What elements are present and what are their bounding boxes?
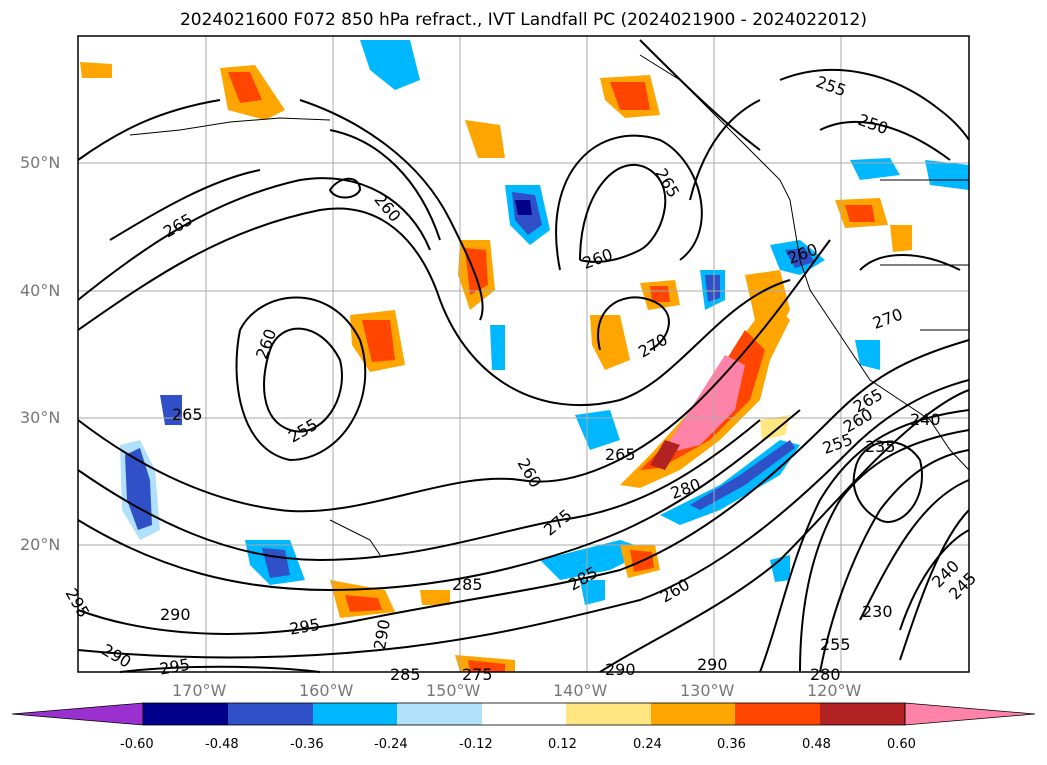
- positive-anomaly-3b: [465, 248, 488, 295]
- positive-anomaly-14: [890, 225, 912, 252]
- positive-anomaly-4b: [362, 320, 395, 362]
- positive-anomaly-15: [420, 590, 450, 605]
- map-frame: [77, 35, 970, 673]
- positive-anomaly-8b: [345, 595, 382, 612]
- negative-anomaly-12: [490, 325, 505, 370]
- lon-label-140w: 140°W: [553, 681, 608, 700]
- negative-anomaly-10b: [705, 275, 720, 302]
- positive-anomaly-2b: [610, 82, 650, 110]
- negative-anomaly-9: [360, 40, 420, 90]
- negative-anomaly-14: [580, 580, 605, 605]
- lat-label-40n: 40°N: [20, 281, 61, 300]
- colorbar-swatch-7: [651, 703, 735, 725]
- colorbar-swatch-3: [313, 703, 397, 725]
- negative-anomaly-2c: [515, 200, 532, 215]
- colorbar-tick-10: 0.60: [887, 737, 916, 752]
- colorbar-tick-4: -0.24: [374, 737, 408, 752]
- negative-anomaly-16: [855, 340, 880, 370]
- colorbar: [11, 702, 1036, 726]
- negative-anomaly-8: [925, 160, 969, 190]
- colorbar-swatch-9: [820, 703, 905, 725]
- positive-anomaly-11: [80, 62, 112, 78]
- colorbar-tick-6: 0.12: [548, 737, 577, 752]
- contour-label: 265: [605, 445, 636, 464]
- lon-label-130w: 130°W: [680, 681, 735, 700]
- positive-anomaly-ar-peak: [660, 355, 745, 455]
- contour-label: 285: [390, 665, 421, 684]
- positive-anomaly-12b: [468, 660, 505, 672]
- negative-anomaly-5: [575, 410, 620, 450]
- colorbar-extend-low: [11, 702, 144, 726]
- colorbar-tick-9: 0.48: [802, 737, 831, 752]
- negative-anomaly-15: [770, 555, 790, 582]
- lat-label-20n: 20°N: [20, 535, 61, 554]
- lon-label-120w: 120°W: [807, 681, 862, 700]
- coastline: [129, 54, 970, 556]
- contour-label: 290: [160, 605, 191, 624]
- contour-label: 240: [910, 410, 941, 429]
- lon-label-160w: 160°W: [299, 681, 354, 700]
- colorbar-swatch-5: [482, 703, 566, 725]
- negative-anomaly-1b: [125, 448, 152, 530]
- contour-label: 280: [810, 665, 841, 684]
- colorbar-swatch-8: [735, 703, 820, 725]
- colorbar-tick-3: -0.36: [290, 737, 324, 752]
- colorbar-swatch-2: [228, 703, 313, 725]
- contour-label: 255: [820, 635, 851, 654]
- contour-label: 285: [452, 575, 483, 594]
- figure-title: 2024021600 F072 850 hPa refract., IVT La…: [179, 10, 867, 30]
- lat-label-30n: 30°N: [20, 408, 61, 427]
- contours: [77, 39, 970, 673]
- lon-label-150w: 150°W: [426, 681, 481, 700]
- negative-anomaly-3b: [690, 440, 795, 510]
- colorbar-swatch-1: [143, 703, 228, 725]
- positive-anomaly-5: [590, 315, 630, 370]
- colorbar-tick-5: -0.12: [459, 737, 493, 752]
- colorbar-tick-7: 0.24: [633, 737, 662, 752]
- positive-anomaly-ar-edge: [650, 440, 680, 470]
- colorbar-tick-2: -0.48: [205, 737, 239, 752]
- positive-anomaly-6b: [650, 286, 670, 302]
- colorbar-swatch-4: [397, 703, 482, 725]
- colorbar-tick-1: -0.60: [120, 737, 154, 752]
- contour-label: 230: [862, 602, 893, 621]
- colorbar-swatch-6: [566, 703, 651, 725]
- positive-anomaly-13: [745, 270, 790, 345]
- lat-label-50n: 50°N: [20, 153, 61, 172]
- colorbar-extend-high: [904, 702, 1036, 726]
- contour-label: 235: [865, 437, 896, 456]
- contour-label: 290: [605, 660, 636, 679]
- positive-anomaly-16: [760, 415, 790, 440]
- positive-anomaly-7b: [845, 205, 875, 222]
- positive-anomaly-1b: [228, 72, 262, 103]
- contour-label: 290: [697, 655, 728, 674]
- positive-anomaly-10: [465, 120, 505, 158]
- lon-label-170w: 170°W: [172, 681, 227, 700]
- map-background: [78, 36, 969, 672]
- contour-label: 265: [172, 405, 203, 424]
- contour-label: 275: [462, 665, 493, 684]
- colorbar-tick-8: 0.36: [717, 737, 746, 752]
